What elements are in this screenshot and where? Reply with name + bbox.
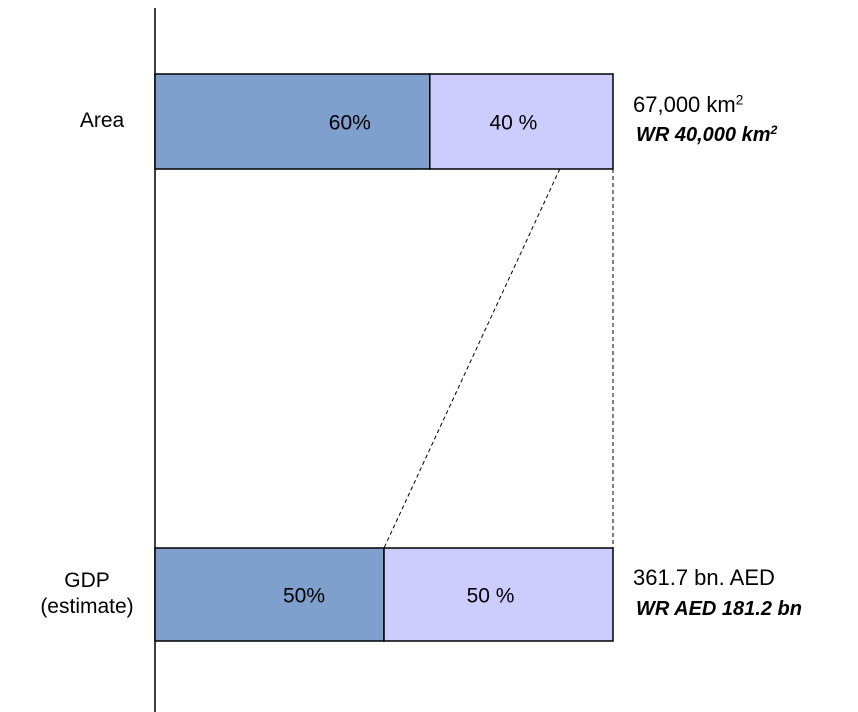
gdp-wr-value: WR AED 181.2 bn [636,598,802,620]
area-wr-value: WR 40,000 km2 [636,123,778,146]
bar-label-gdp-2: 50 % [467,585,515,608]
area-total: 67,000 km2 [633,92,744,117]
bar-segment-gdp-1 [154,547,385,642]
bar-label-gdp-1: 50% [283,585,325,608]
bars-group: 60% 40 % 50% 50 % [154,73,614,642]
gdp-total: 361.7 bn. AED [633,565,775,590]
connector-line-left [383,168,561,549]
bar-segment-area-2 [429,73,614,170]
category-label-area: Area [60,108,144,134]
category-line: (estimate) [40,595,134,618]
category-line: GDP [64,569,110,592]
bar-segment-gdp-2 [383,547,614,642]
bar-label-area-2: 40 % [489,112,537,135]
bar-label-area-1: 60% [329,112,371,135]
category-label-gdp: GDP (estimate) [28,568,146,620]
bar-segment-area-1 [154,73,431,170]
category-line: Area [79,109,125,132]
